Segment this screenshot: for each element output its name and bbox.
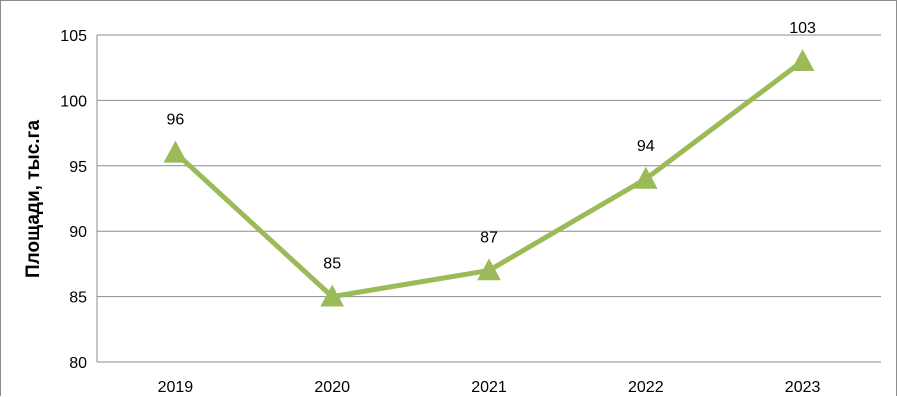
x-tick-label: 2020: [314, 379, 350, 396]
data-point-marker: [477, 258, 501, 281]
gridlines: [96, 34, 881, 363]
data-point-marker: [790, 49, 815, 72]
data-label: 96: [167, 112, 185, 129]
y-axis-title: Площади, тыс.га: [23, 120, 44, 279]
data-point-marker: [163, 140, 188, 163]
data-label: 87: [480, 229, 498, 246]
x-tick-label: 2019: [158, 379, 194, 396]
y-tick-label: 85: [69, 290, 87, 307]
y-tick-label: 105: [60, 28, 87, 45]
data-point-marker: [633, 166, 658, 189]
x-tick-label: 2021: [471, 379, 507, 396]
data-label: 94: [637, 138, 655, 155]
y-tick-label: 100: [60, 93, 87, 110]
data-point-markers: [163, 49, 815, 307]
x-tick-label: 2023: [785, 379, 821, 396]
y-tick-label: 95: [69, 159, 87, 176]
y-axis-tick-labels: 80 85 90 95 100 105: [60, 28, 87, 372]
y-tick-label: 80: [69, 355, 87, 372]
data-point-marker: [320, 284, 345, 307]
x-tick-label: 2022: [628, 379, 664, 396]
y-tick-label: 90: [69, 224, 87, 241]
x-axis-tick-labels: 2019 2020 2021 2022 2023: [158, 379, 821, 396]
data-labels: 96 85 87 94 103: [167, 20, 817, 272]
data-label: 103: [789, 20, 816, 37]
data-label: 85: [323, 256, 341, 273]
